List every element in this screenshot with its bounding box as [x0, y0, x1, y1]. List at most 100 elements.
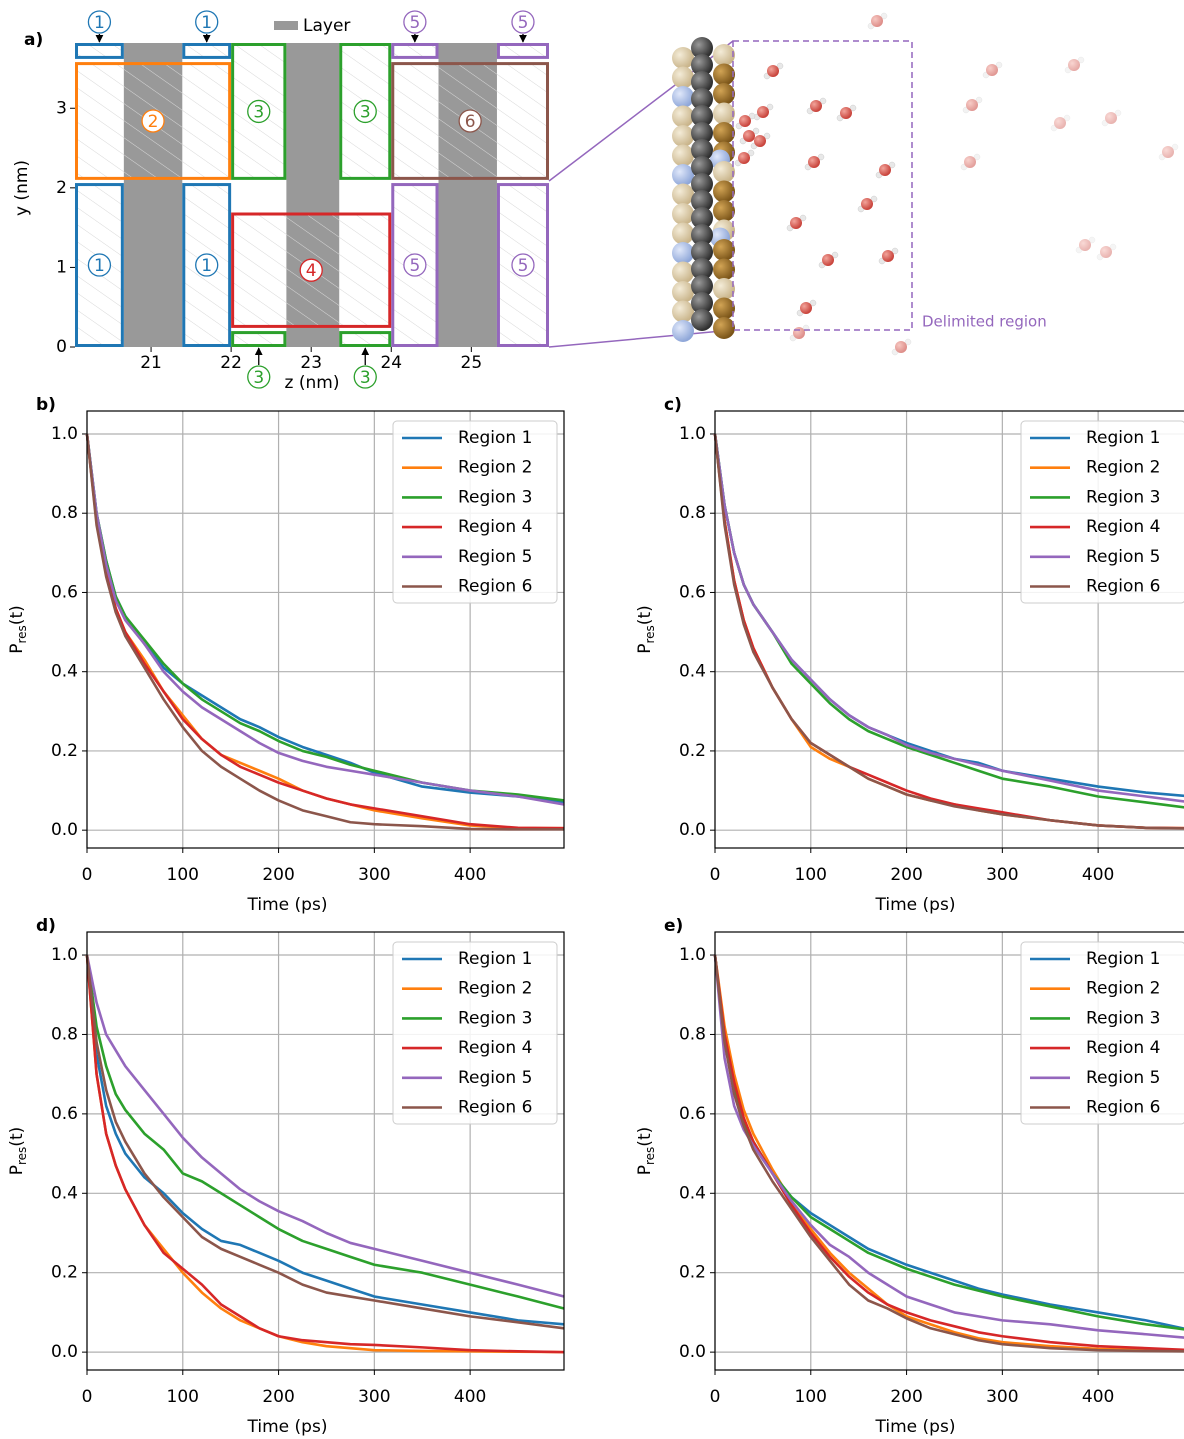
atom: [672, 47, 694, 69]
hydrogen: [880, 12, 888, 20]
oxygen: [738, 152, 750, 164]
x-tick-label: 300: [986, 865, 1018, 885]
atom: [672, 105, 694, 128]
atom: [691, 207, 713, 229]
series-line: [85, 954, 565, 1326]
atom: [691, 37, 713, 59]
oxygen: [808, 156, 820, 168]
x-axis-label: Time (ps): [875, 1417, 956, 1437]
oxygen: [767, 65, 779, 77]
x-tick-label: 24: [380, 353, 402, 373]
region-label: 5: [409, 13, 420, 33]
chart-panel: e) 0 100 200 300 400 0.0 0.2 0.4 0.6 0.8 1.0 Region …: [635, 916, 1184, 1437]
series-line: [85, 954, 565, 1310]
water-molecule: [960, 153, 981, 171]
region-marker: [195, 253, 219, 277]
atom: [672, 261, 694, 284]
atom: [672, 203, 694, 225]
region-marker: [141, 109, 165, 133]
legend-label: Region 6: [1086, 1098, 1160, 1118]
atom: [691, 309, 713, 331]
water-molecule: [1050, 114, 1071, 132]
y-axis-label-part: res: [15, 625, 29, 643]
water-molecule: [1096, 243, 1117, 261]
hydrogen: [752, 127, 760, 135]
x-tick-label: 23: [300, 353, 322, 373]
atom: [691, 241, 713, 263]
legend-label: Region 6: [1086, 577, 1160, 597]
series-line: [85, 433, 565, 806]
y-tick-label: 1: [56, 257, 67, 277]
region-marker: [353, 99, 377, 124]
y-axis-label-part: P: [635, 1165, 655, 1175]
atom: [672, 300, 694, 323]
y-tick-label: 2: [56, 178, 67, 198]
oxygen: [895, 341, 907, 353]
atom: [713, 239, 735, 261]
region-marker: [87, 10, 112, 34]
y-axis-label-part: res: [643, 625, 657, 643]
x-tick-label: 300: [986, 1387, 1018, 1407]
hydrogen: [1088, 236, 1096, 244]
x-tick-label: 300: [358, 1387, 390, 1407]
region-label: 2: [148, 112, 159, 132]
y-axis-label-part: (t): [7, 1127, 27, 1147]
series-line: [85, 954, 565, 1354]
y-tick-label: 0.2: [51, 1263, 78, 1283]
y-tick-label: 0.0: [51, 1342, 78, 1362]
region-label: 5: [409, 256, 420, 276]
legend: Region 1 Region 2 Region 3 Region 4 Region 5…: [1020, 420, 1184, 604]
water-molecule: [753, 103, 774, 121]
water-molecule: [867, 12, 888, 30]
x-tick-label: 25: [461, 353, 483, 373]
atom: [691, 173, 713, 195]
hydrogen: [809, 299, 817, 307]
atom: [691, 139, 713, 161]
y-tick-label: 0.4: [679, 1183, 706, 1203]
oxygen: [1068, 59, 1080, 71]
oxygen: [1079, 239, 1091, 251]
legend: Region 1 Region 2 Region 3 Region 4 Region 5…: [392, 941, 558, 1125]
zoom-line: [548, 329, 734, 348]
x-tick-label: 0: [82, 865, 93, 885]
x-tick-label: 100: [795, 865, 827, 885]
oxygen: [964, 156, 976, 168]
oxygen: [1054, 117, 1066, 129]
molecular-snapshot: [548, 12, 1179, 356]
y-axis-label-part: P: [635, 643, 655, 653]
region-box: [339, 331, 392, 348]
y-tick-label: 0.8: [679, 1024, 706, 1044]
chart-panel: b) 0 100 200 300 400 0.0 0.2 0.4 0.6 0.8 1.0 Region …: [7, 395, 565, 915]
oxygen: [754, 135, 766, 147]
y-tick-label: 0.0: [679, 820, 706, 840]
water-molecule: [1064, 56, 1085, 74]
y-tick-label: 3: [56, 98, 67, 118]
region-label: 5: [518, 13, 529, 33]
y-axis-label-part: (t): [7, 605, 27, 625]
oxygen: [882, 250, 894, 262]
x-tick-label: 200: [890, 1387, 922, 1407]
panel-label: c): [664, 395, 682, 415]
hydrogen: [891, 247, 899, 255]
region-label: 1: [94, 256, 105, 276]
legend-label: Region 2: [458, 458, 532, 478]
water-molecule: [818, 251, 839, 269]
x-axis-label: Time (ps): [247, 895, 328, 915]
y-tick-label: 0.6: [679, 582, 706, 602]
legend: Region 1 Region 2 Region 3 Region 4 Region 5…: [1020, 941, 1184, 1125]
y-tick-label: 1.0: [51, 945, 78, 965]
oxygen: [793, 327, 805, 339]
hydrogen: [817, 153, 825, 161]
water-molecule: [875, 161, 896, 179]
region-marker: [403, 10, 427, 34]
x-tick-label: 300: [358, 865, 390, 885]
atom: [713, 200, 735, 222]
x-tick-label: 100: [167, 1387, 199, 1407]
region-label: 3: [253, 102, 264, 122]
legend-label: Region 1: [458, 949, 532, 969]
water-molecule: [739, 127, 760, 145]
y-tick-label: 0: [56, 337, 67, 357]
atom: [691, 224, 713, 246]
hydrogen: [831, 251, 839, 259]
region-marker: [403, 253, 427, 277]
